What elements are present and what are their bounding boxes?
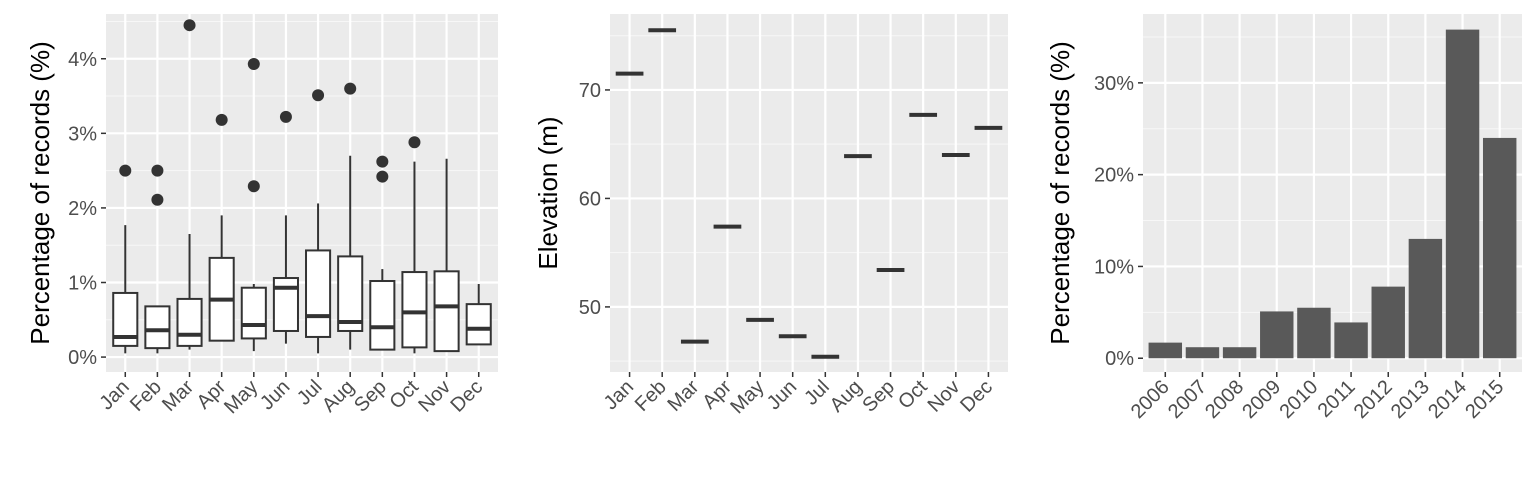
x-tick-label: Jan [95,376,133,414]
bar [1260,311,1294,359]
x-tick-label: 2011 [1314,376,1360,422]
y-axis-title: Percentage of records (%) [1045,41,1075,344]
y-tick-label: 1% [68,273,97,295]
bar [1371,286,1405,359]
x-tick-label: 2013 [1387,376,1434,423]
x-tick-label: Feb [631,376,671,416]
y-tick-label: 10% [1094,256,1134,278]
x-tick-label: Sep [350,376,391,417]
x-tick-label: Aug [318,376,359,417]
outlier-point [215,113,228,126]
panel-background [106,14,498,372]
x-tick-label: May [220,376,262,418]
outlier-point [183,19,196,32]
x-tick-label: 2007 [1164,376,1211,423]
outlier-point [312,89,325,102]
x-tick-label: Feb [126,376,166,416]
x-tick-label: Jun [763,376,801,414]
outlier-point [376,170,389,183]
y-axis-title: Elevation (m) [533,116,563,269]
x-tick-label: 2014 [1424,376,1471,423]
x-tick-label: 2010 [1275,376,1322,423]
x-tick-label: 2015 [1461,376,1508,423]
outlier-point [151,164,164,177]
box-iqr [337,255,364,332]
x-tick-label: May [726,376,768,418]
x-tick-label: Sep [858,376,899,417]
bar [1334,322,1368,359]
x-tick-label: Oct [385,376,423,414]
box-iqr [144,305,171,350]
outlier-point [344,82,357,95]
bar [1445,29,1480,359]
outlier-point [376,155,389,168]
bar [1408,238,1443,359]
bar [1482,137,1517,359]
x-tick-label: Aug [826,376,867,417]
bar [1297,307,1331,359]
box-iqr [401,271,428,349]
y-tick-label: 70 [579,80,601,102]
x-tick-label: Mar [663,376,703,416]
y-tick-label: 0% [68,347,97,369]
x-tick-label: Nov [924,376,965,417]
outlier-point [247,180,260,193]
outlier-point [279,110,292,123]
y-tick-label: 0% [1105,348,1134,370]
box-iqr [465,303,492,346]
y-axis-title: Percentage of records (%) [25,41,55,344]
box-iqr [369,280,396,351]
y-tick-label: 20% [1094,165,1134,187]
panel-background [610,14,1008,372]
outlier-point [408,136,421,149]
x-tick-label: Dec [956,376,997,417]
x-tick-label: Oct [894,376,932,414]
x-tick-label: 2009 [1238,376,1285,423]
outlier-point [151,193,164,206]
x-tick-label: Jan [600,376,638,414]
y-tick-label: 2% [68,198,97,220]
box-iqr [305,249,332,338]
bar [1185,347,1220,359]
x-tick-label: Dec [447,376,488,417]
x-tick-label: 2008 [1201,376,1248,423]
elevation-by-month: 506070JanFebMarAprMayJunJulAugSepOctNovD… [533,14,1008,418]
box-iqr [433,270,460,353]
bar [1148,342,1183,359]
box-iqr [176,297,203,347]
x-tick-label: Mar [158,376,198,416]
box-iqr [240,286,267,340]
x-tick-label: 2012 [1350,376,1397,423]
outlier-point [119,164,132,177]
x-tick-label: 2006 [1127,376,1174,423]
bar [1222,347,1257,359]
x-tick-label: Nov [414,376,455,417]
y-tick-label: 4% [68,49,97,71]
x-tick-label: Jun [256,376,294,414]
boxplot-monthly-percentage: 0%1%2%3%4%JanFebMarAprMayJunJulAugSepOct… [25,14,498,418]
barchart-yearly-percentage: 0%10%20%30%20062007200820092010201120122… [1045,14,1522,423]
y-tick-label: 50 [579,297,601,319]
y-tick-label: 60 [579,188,601,210]
outlier-point [247,57,260,70]
y-tick-label: 30% [1094,73,1134,95]
y-tick-label: 3% [68,123,97,145]
